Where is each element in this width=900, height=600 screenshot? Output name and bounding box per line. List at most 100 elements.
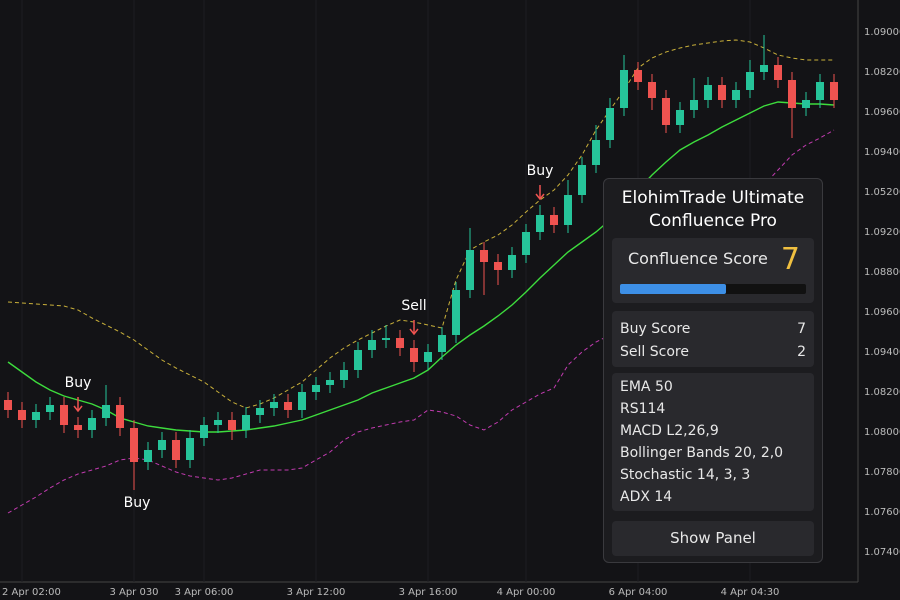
candle-body — [32, 412, 40, 420]
price-label: 1.09400 — [864, 347, 900, 358]
candle-body — [816, 82, 824, 100]
time-label: 3 Apr 06:00 — [175, 587, 234, 598]
indicator: MACD L2,26,9 — [620, 423, 719, 439]
indicator: Stochastic 14, 3, 3 — [620, 467, 751, 483]
indicator: RS114 — [620, 401, 666, 417]
ema — [7, 101, 835, 433]
candle-body — [802, 100, 810, 108]
candle-body — [718, 85, 726, 100]
candle-body — [158, 440, 166, 450]
panel-title: ElohimTrade Ultimate Confluence Pro — [604, 187, 822, 233]
row-label: Buy Score — [620, 320, 691, 337]
score-rows: Buy Score 7 Sell Score 2 — [612, 311, 814, 367]
price-label: 1.07800 — [864, 467, 900, 478]
candle-body — [284, 402, 292, 410]
candle-body — [396, 338, 404, 348]
indicator: EMA 50 — [620, 379, 673, 395]
candle-body — [102, 405, 110, 418]
candle-body — [592, 140, 600, 165]
candle-body — [18, 410, 26, 420]
signal-arrow-head — [73, 405, 83, 413]
candle-body — [634, 70, 642, 82]
signal-label: Sell — [401, 298, 426, 314]
candle-body — [368, 340, 376, 350]
signal-label: Buy — [65, 375, 92, 391]
progress-track — [620, 284, 806, 294]
candle-body — [214, 420, 222, 425]
price-label: 1.09200 — [864, 227, 900, 238]
candle-body — [298, 392, 306, 410]
candle-body — [424, 352, 432, 362]
candle-body — [46, 405, 54, 412]
price-label: 1.09600 — [864, 107, 900, 118]
candle-body — [550, 215, 558, 225]
confluence-panel: ElohimTrade Ultimate Confluence Pro Conf… — [603, 178, 823, 563]
candle-body — [578, 165, 586, 195]
candle-body — [508, 255, 516, 270]
price-label: 1.09400 — [864, 147, 900, 158]
candle-body — [690, 100, 698, 110]
candle-body — [732, 90, 740, 100]
indicator-list: EMA 50 RS114 MACD L2,26,9 Bollinger Bands 2… — [612, 373, 814, 511]
candle-body — [4, 400, 12, 410]
candle-body — [438, 335, 446, 352]
price-label: 1.07600 — [864, 507, 900, 518]
candle-body — [522, 232, 530, 255]
candle-body — [704, 85, 712, 100]
candle-body — [270, 402, 278, 408]
time-label: 4 Apr 00:00 — [497, 587, 556, 598]
price-label: 1.08800 — [864, 267, 900, 278]
candle-body — [60, 405, 68, 425]
candle-body — [662, 98, 670, 125]
candle-body — [88, 418, 96, 430]
price-label: 1.08200 — [864, 67, 900, 78]
candle-body — [172, 440, 180, 460]
candle-body — [746, 72, 754, 90]
row-value: 7 — [797, 320, 806, 337]
candle-body — [648, 82, 656, 98]
candle-body — [620, 70, 628, 108]
candle-body — [830, 82, 838, 100]
candle-body — [256, 408, 264, 415]
candle-body — [452, 290, 460, 335]
candle-body — [606, 108, 614, 140]
upper-band — [7, 39, 834, 409]
candle-body — [326, 380, 334, 385]
title-line: Confluence Pro — [649, 211, 777, 231]
show-panel-button[interactable]: Show Panel — [612, 521, 814, 556]
candle-body — [466, 250, 474, 290]
row-value: 2 — [797, 343, 806, 360]
candle-body — [382, 338, 390, 340]
price-label: 1.07400 — [864, 547, 900, 558]
candle-body — [186, 438, 194, 460]
candle-body — [564, 195, 572, 225]
price-label: 1.05200 — [864, 187, 900, 198]
score-row: Sell Score 2 — [620, 340, 806, 363]
score-value: 7 — [780, 242, 800, 277]
candle-body — [354, 350, 362, 370]
indicator: ADX 14 — [620, 489, 673, 505]
candle-body — [760, 65, 768, 72]
candle-body — [144, 450, 152, 462]
candle-body — [410, 348, 418, 362]
candle-body — [480, 250, 488, 262]
price-label: 1.09000 — [864, 27, 900, 38]
candle-body — [312, 385, 320, 392]
candle-body — [774, 65, 782, 80]
title-line: ElohimTrade Ultimate — [621, 188, 805, 208]
price-label: 1.09600 — [864, 307, 900, 318]
candle-body — [788, 80, 796, 108]
candle-body — [116, 405, 124, 428]
signal-label: Buy — [527, 163, 554, 179]
progress-fill — [620, 284, 727, 294]
time-label: 3 Apr 12:00 — [287, 587, 346, 598]
candle-body — [242, 415, 250, 430]
candle-body — [200, 425, 208, 438]
candle-body — [340, 370, 348, 380]
score-row: Buy Score 7 — [620, 317, 806, 340]
candle-body — [228, 420, 236, 430]
candle-body — [74, 425, 82, 430]
candle-body — [676, 110, 684, 125]
